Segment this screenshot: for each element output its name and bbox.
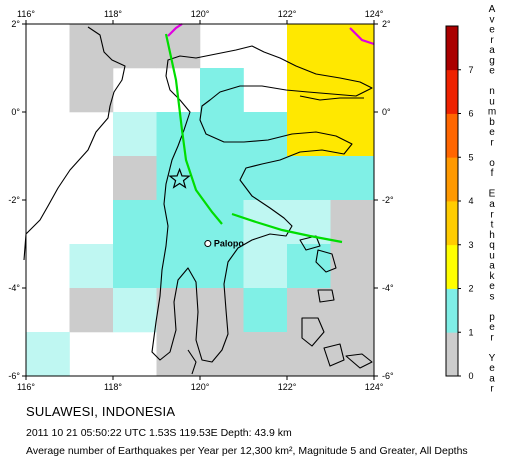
grid-cell <box>330 332 375 377</box>
grid-cell <box>330 200 375 245</box>
grid-cell <box>243 200 288 245</box>
grid-cell <box>243 332 288 377</box>
lat-tick-label-left: 2° <box>11 19 20 29</box>
lat-tick-label-left: -4° <box>8 283 20 293</box>
lon-tick-label-bottom: 122° <box>278 382 297 392</box>
grid-cell <box>113 244 157 289</box>
grid-cell <box>156 200 201 245</box>
lon-tick-label-bottom: 124° <box>365 382 384 392</box>
grid-cell <box>243 288 288 333</box>
coastline <box>23 26 373 375</box>
grid-cell <box>69 288 114 333</box>
grid-cell <box>113 200 157 245</box>
grid-cell <box>287 288 331 333</box>
lat-tick-label-left: -6° <box>8 371 20 381</box>
place-label: Palopo <box>214 239 245 249</box>
scale-swatch <box>446 113 458 158</box>
plate-boundaries <box>164 23 375 244</box>
lon-tick-label-bottom: 120° <box>191 382 210 392</box>
grid-cell <box>287 200 331 245</box>
scale-label: 3 <box>468 240 473 250</box>
scale-label: 6 <box>468 109 473 119</box>
grid-cell <box>156 332 201 377</box>
scale-label: 1 <box>468 327 473 337</box>
grid-cell <box>287 156 331 201</box>
scale-label: 2 <box>468 284 473 294</box>
grid-cell <box>330 244 375 289</box>
grid-cell <box>156 288 201 333</box>
grid-cell <box>287 24 331 69</box>
scale-swatch <box>446 26 458 71</box>
scale-swatch <box>446 157 458 202</box>
grid-cell <box>156 156 201 201</box>
grid-cell <box>200 332 244 377</box>
map-description: Average number of Earthquakes per Year p… <box>26 445 468 457</box>
grid-cell <box>200 288 244 333</box>
lon-tick-label-bottom: 118° <box>104 382 122 392</box>
grid-cell <box>113 288 157 333</box>
grid-cell <box>243 112 288 157</box>
grid-cell <box>156 112 201 157</box>
grid-cell <box>156 24 201 69</box>
scale-swatch <box>446 332 458 377</box>
grid-cell <box>200 156 244 201</box>
lon-tick-label-top: 122° <box>278 9 297 19</box>
grid-cell <box>287 244 331 289</box>
scale-swatch <box>446 69 458 114</box>
lon-tick-label-top: 120° <box>191 9 210 19</box>
scale-label: 5 <box>468 152 473 162</box>
scale-label: 0 <box>468 371 473 381</box>
region-title: SULAWESI, INDONESIA <box>26 404 176 419</box>
seismicity-grid <box>26 24 375 377</box>
grid-cell <box>69 68 114 113</box>
grid-cell <box>113 156 157 201</box>
lat-tick-label-right: -4° <box>382 283 394 293</box>
lat-tick-label-right: -2° <box>382 195 394 205</box>
event-details: 2011 10 21 05:50:22 UTC 1.53S 119.53E De… <box>26 427 292 439</box>
grid-cell <box>200 244 244 289</box>
grid-cell <box>200 68 244 113</box>
lat-tick-label-right: -6° <box>382 371 394 381</box>
lat-tick-label-left: 0° <box>11 107 20 117</box>
axis-ticks: 116° 116° 118° 118° 120° 120° 122° 122° 124° 124°… <box>8 9 394 392</box>
lat-tick-label-left: -2° <box>8 195 20 205</box>
lon-tick-label-bottom: 116° <box>17 382 35 392</box>
grid-cell <box>330 288 375 333</box>
lon-tick-label-top: 116° <box>17 9 35 19</box>
grid-cell <box>69 24 114 69</box>
grid-cell <box>156 244 201 289</box>
grid-cell <box>330 156 375 201</box>
epicenter-star-icon <box>168 167 191 189</box>
scale-swatch <box>446 244 458 289</box>
grid-cell <box>69 244 114 289</box>
grid-cell <box>113 24 157 69</box>
lon-tick-label-top: 124° <box>365 9 384 19</box>
scale-label: 7 <box>468 65 473 75</box>
scale-swatch <box>446 201 458 246</box>
grid-cell <box>243 244 288 289</box>
scale-swatch <box>446 288 458 333</box>
lat-tick-label-right: 2° <box>382 19 391 29</box>
grid-cell <box>330 112 375 157</box>
grid-cell <box>26 332 70 377</box>
lon-tick-label-top: 118° <box>104 9 122 19</box>
place-marker-icon <box>204 240 212 248</box>
grid-cell <box>287 332 331 377</box>
scale-label: 4 <box>468 196 473 206</box>
grid-cell <box>113 112 157 157</box>
lat-tick-label-right: 0° <box>382 107 391 117</box>
